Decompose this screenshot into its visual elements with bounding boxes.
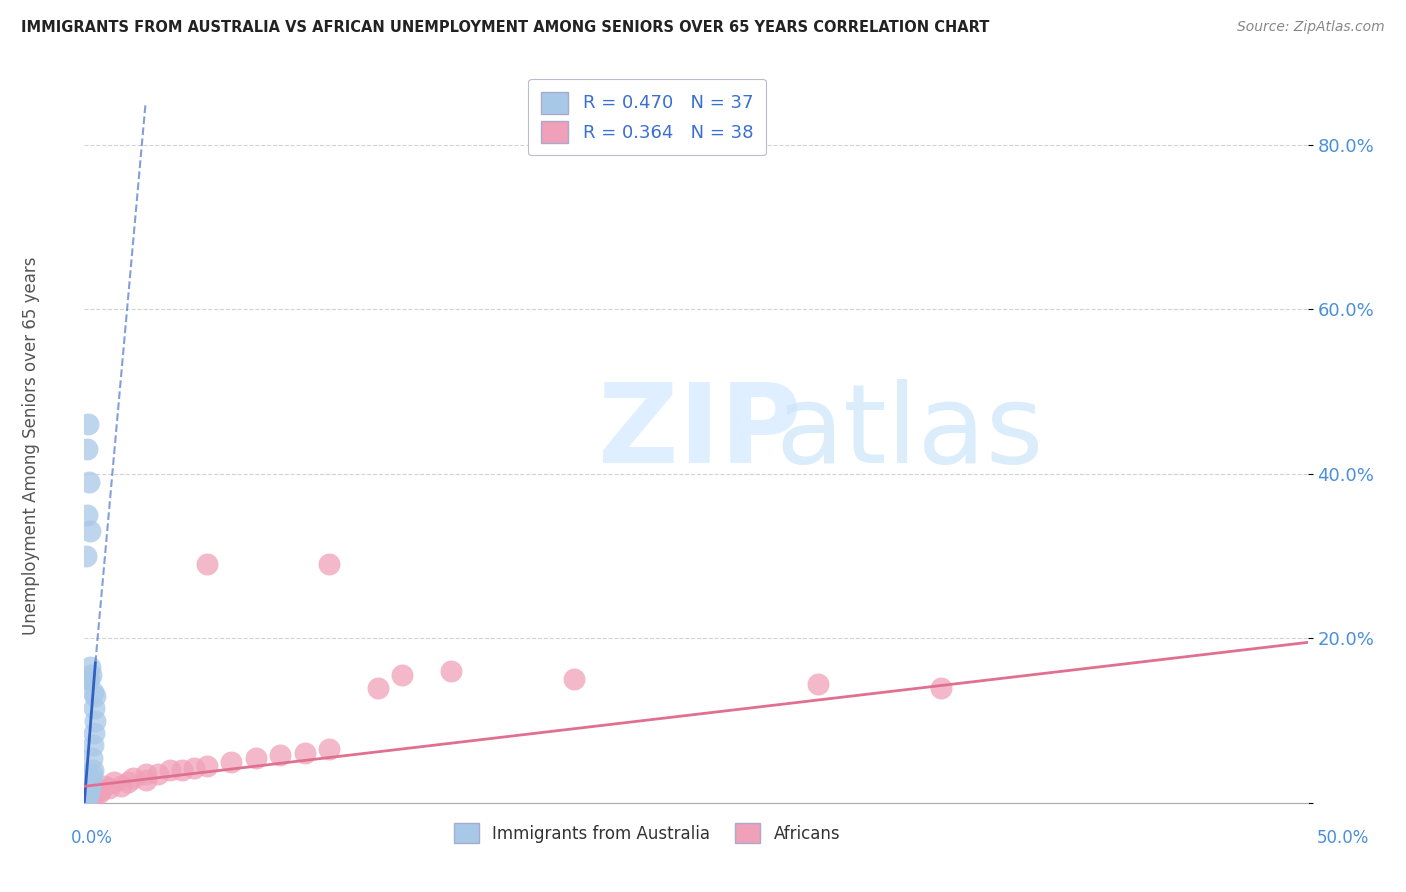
Point xyxy=(75,790,97,805)
Point xyxy=(97,780,120,795)
Point xyxy=(391,668,413,682)
Point xyxy=(77,673,100,687)
Point xyxy=(807,676,830,690)
Point xyxy=(87,786,110,800)
Point xyxy=(245,750,267,764)
Point xyxy=(80,789,103,804)
Point xyxy=(79,788,101,802)
Point xyxy=(294,747,316,761)
Point xyxy=(75,791,97,805)
Point xyxy=(562,673,585,687)
Point xyxy=(79,660,101,674)
Point xyxy=(90,783,112,797)
Legend: Immigrants from Australia, Africans: Immigrants from Australia, Africans xyxy=(447,816,846,850)
Point xyxy=(73,791,96,805)
Point xyxy=(318,742,340,756)
Point xyxy=(135,767,157,781)
Point xyxy=(318,558,340,572)
Point xyxy=(80,668,103,682)
Point xyxy=(80,750,103,764)
Point xyxy=(77,790,100,805)
Point xyxy=(76,508,98,522)
Point xyxy=(75,791,97,805)
Point xyxy=(82,786,104,800)
Point xyxy=(83,788,105,802)
Text: 0.0%: 0.0% xyxy=(70,829,112,847)
Point xyxy=(77,783,100,797)
Point xyxy=(79,524,101,539)
Point xyxy=(195,558,218,572)
Point xyxy=(79,775,101,789)
Point xyxy=(80,771,103,785)
Text: Source: ZipAtlas.com: Source: ZipAtlas.com xyxy=(1237,20,1385,34)
Point xyxy=(77,780,100,795)
Point xyxy=(83,726,105,740)
Point xyxy=(76,442,98,456)
Point xyxy=(82,763,104,777)
Point xyxy=(76,786,98,800)
Point xyxy=(77,783,100,797)
Point xyxy=(75,789,97,804)
Point xyxy=(75,790,97,805)
Point xyxy=(77,417,100,432)
Point xyxy=(122,771,145,785)
Text: IMMIGRANTS FROM AUSTRALIA VS AFRICAN UNEMPLOYMENT AMONG SENIORS OVER 65 YEARS CO: IMMIGRANTS FROM AUSTRALIA VS AFRICAN UNE… xyxy=(21,20,990,35)
Point xyxy=(219,755,242,769)
Point xyxy=(83,701,105,715)
Point xyxy=(77,789,100,804)
Point xyxy=(103,775,125,789)
Point xyxy=(76,791,98,805)
Point xyxy=(929,681,952,695)
Point xyxy=(159,763,181,777)
Point xyxy=(183,761,205,775)
Point xyxy=(93,780,115,794)
Point xyxy=(77,788,100,802)
Point xyxy=(76,788,98,802)
Point xyxy=(75,792,97,806)
Point xyxy=(76,789,98,803)
Point xyxy=(82,685,104,699)
Point xyxy=(76,790,98,805)
Point xyxy=(440,664,463,678)
Point xyxy=(75,790,97,805)
Point xyxy=(79,780,101,794)
Text: atlas: atlas xyxy=(776,379,1045,486)
Point xyxy=(195,758,218,772)
Point xyxy=(86,783,108,797)
Point xyxy=(269,748,291,763)
Point xyxy=(84,689,107,703)
Point xyxy=(135,772,157,787)
Point xyxy=(75,789,97,804)
Text: ZIP: ZIP xyxy=(598,379,801,486)
Point xyxy=(117,775,139,789)
Point xyxy=(84,714,107,728)
Point xyxy=(75,549,97,563)
Text: 50.0%: 50.0% xyxy=(1316,829,1369,847)
Point xyxy=(172,763,194,777)
Point xyxy=(82,738,104,752)
Point xyxy=(146,767,169,781)
Point xyxy=(80,767,103,781)
Point xyxy=(367,681,389,695)
Point xyxy=(76,673,98,687)
Point xyxy=(77,475,100,489)
Point xyxy=(110,780,132,794)
Text: Unemployment Among Seniors over 65 years: Unemployment Among Seniors over 65 years xyxy=(22,257,39,635)
